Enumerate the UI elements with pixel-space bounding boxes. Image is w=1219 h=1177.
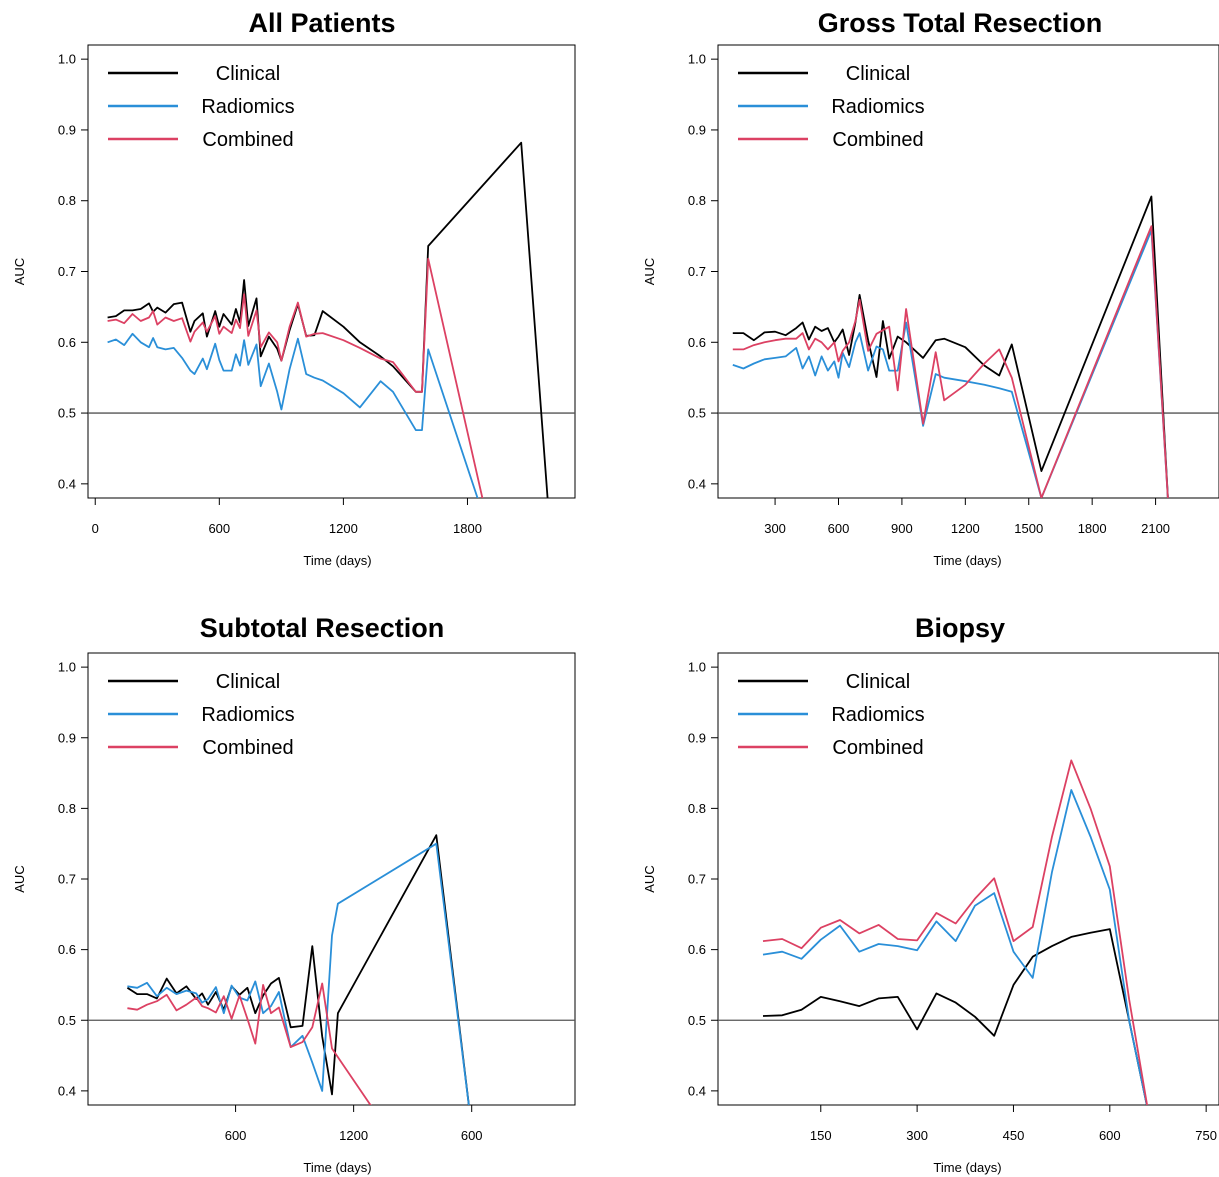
y-axis-label: AUC bbox=[642, 258, 657, 285]
plot-frame bbox=[717, 652, 1219, 1106]
chart-panel-2: Subtotal Resection 0.4 0.5 0.6 0.7 0.8 0.9 1.0 6… bbox=[12, 613, 576, 1175]
x-tick-label: 1800 bbox=[453, 521, 482, 536]
y-tick-label: 0.8 bbox=[58, 801, 76, 816]
legend-label: Combined bbox=[832, 737, 923, 759]
y-tick-label: 1.0 bbox=[58, 52, 76, 67]
plot-frame bbox=[87, 44, 576, 499]
legend-label: Radiomics bbox=[831, 704, 924, 726]
x-tick-label: 600 bbox=[828, 521, 850, 536]
legend-label: Combined bbox=[202, 129, 293, 151]
legend-label: Combined bbox=[832, 129, 923, 151]
y-tick-label: 0.6 bbox=[688, 942, 706, 957]
legend-label: Clinical bbox=[846, 63, 910, 85]
x-axis-label: Time (days) bbox=[933, 1160, 1001, 1175]
y-tick-label: 1.0 bbox=[58, 660, 76, 675]
x-axis-label: Time (days) bbox=[933, 553, 1001, 568]
x-tick-label: 1500 bbox=[1014, 521, 1043, 536]
legend-label: Clinical bbox=[216, 671, 280, 693]
series-line-clinical bbox=[732, 195, 1169, 498]
x-axis-label: Time (days) bbox=[303, 553, 371, 568]
chart-title: Subtotal Resection bbox=[200, 613, 445, 643]
chart-title: Biopsy bbox=[915, 613, 1005, 643]
x-tick-label: 1200 bbox=[951, 521, 980, 536]
y-tick-label: 0.5 bbox=[688, 1013, 706, 1028]
y-tick-label: 0.6 bbox=[58, 335, 76, 350]
plot-frame bbox=[87, 652, 576, 1106]
series-line-combined bbox=[107, 257, 484, 498]
series-line-clinical bbox=[107, 141, 549, 498]
y-tick-label: 0.5 bbox=[58, 1013, 76, 1028]
y-tick-label: 0.9 bbox=[58, 730, 76, 745]
legend-label: Clinical bbox=[216, 63, 280, 85]
y-tick-label: 0.9 bbox=[58, 122, 76, 137]
y-tick-label: 0.8 bbox=[688, 801, 706, 816]
y-tick-label: 0.9 bbox=[688, 122, 706, 137]
chart-title: Gross Total Resection bbox=[818, 8, 1103, 38]
y-tick-label: 0.8 bbox=[688, 193, 706, 208]
series-line-combined bbox=[127, 982, 372, 1105]
series-line-clinical bbox=[762, 928, 1148, 1105]
y-tick-label: 0.7 bbox=[688, 264, 706, 279]
y-tick-label: 0.4 bbox=[688, 1083, 706, 1098]
plot-frame bbox=[717, 44, 1219, 499]
legend-label: Radiomics bbox=[831, 96, 924, 118]
y-tick-label: 0.4 bbox=[58, 476, 76, 491]
y-axis-label: AUC bbox=[642, 865, 657, 892]
x-tick-label: 600 bbox=[1099, 1128, 1121, 1143]
series-line-combined bbox=[762, 759, 1149, 1105]
x-tick-label: 150 bbox=[810, 1128, 832, 1143]
x-axis-label: Time (days) bbox=[303, 1160, 371, 1175]
x-tick-label: 1200 bbox=[339, 1128, 368, 1143]
legend-label: Radiomics bbox=[201, 96, 294, 118]
x-tick-label: 1200 bbox=[329, 521, 358, 536]
x-tick-label: 750 bbox=[1195, 1128, 1217, 1143]
x-tick-label: 600 bbox=[208, 521, 230, 536]
chart-panel-0: All Patients 0.4 0.5 0.6 0.7 0.8 0.9 1.0 0 600 120… bbox=[12, 8, 576, 568]
legend-label: Clinical bbox=[846, 671, 910, 693]
y-tick-label: 0.9 bbox=[688, 730, 706, 745]
x-tick-label: 0 bbox=[92, 521, 99, 536]
y-tick-label: 0.5 bbox=[688, 406, 706, 421]
x-tick-label: 600 bbox=[461, 1128, 483, 1143]
y-tick-label: 1.0 bbox=[688, 52, 706, 67]
x-tick-label: 300 bbox=[906, 1128, 928, 1143]
x-tick-label: 600 bbox=[225, 1128, 247, 1143]
chart-title: All Patients bbox=[248, 8, 395, 38]
y-tick-label: 0.7 bbox=[58, 264, 76, 279]
y-tick-label: 0.6 bbox=[688, 335, 706, 350]
legend-label: Radiomics bbox=[201, 704, 294, 726]
series-line-radiomics bbox=[732, 229, 1169, 498]
legend-label: Combined bbox=[202, 737, 293, 759]
x-tick-label: 300 bbox=[764, 521, 786, 536]
series-line-radiomics bbox=[127, 842, 470, 1105]
y-tick-label: 0.5 bbox=[58, 406, 76, 421]
y-tick-label: 0.8 bbox=[58, 193, 76, 208]
x-tick-label: 450 bbox=[1003, 1128, 1025, 1143]
series-line-combined bbox=[732, 225, 1169, 498]
chart-panel-3: Biopsy 0.4 0.5 0.6 0.7 0.8 0.9 1.0 150 300 450 600 7… bbox=[642, 613, 1219, 1175]
y-tick-label: 0.4 bbox=[58, 1083, 76, 1098]
y-axis-label: AUC bbox=[12, 258, 27, 285]
x-tick-label: 2100 bbox=[1141, 521, 1170, 536]
y-tick-label: 0.4 bbox=[688, 476, 706, 491]
x-tick-label: 1800 bbox=[1078, 521, 1107, 536]
chart-panel-1: Gross Total Resection 0.4 0.5 0.6 0.7 0.8 0.9 1… bbox=[642, 8, 1219, 568]
y-tick-label: 0.7 bbox=[58, 872, 76, 887]
y-tick-label: 0.6 bbox=[58, 942, 76, 957]
y-tick-label: 0.7 bbox=[688, 872, 706, 887]
series-line-radiomics bbox=[107, 332, 479, 498]
series-line-clinical bbox=[126, 834, 470, 1105]
y-tick-label: 1.0 bbox=[688, 660, 706, 675]
series-line-radiomics bbox=[762, 789, 1148, 1105]
y-axis-label: AUC bbox=[12, 865, 27, 892]
x-tick-label: 900 bbox=[891, 521, 913, 536]
